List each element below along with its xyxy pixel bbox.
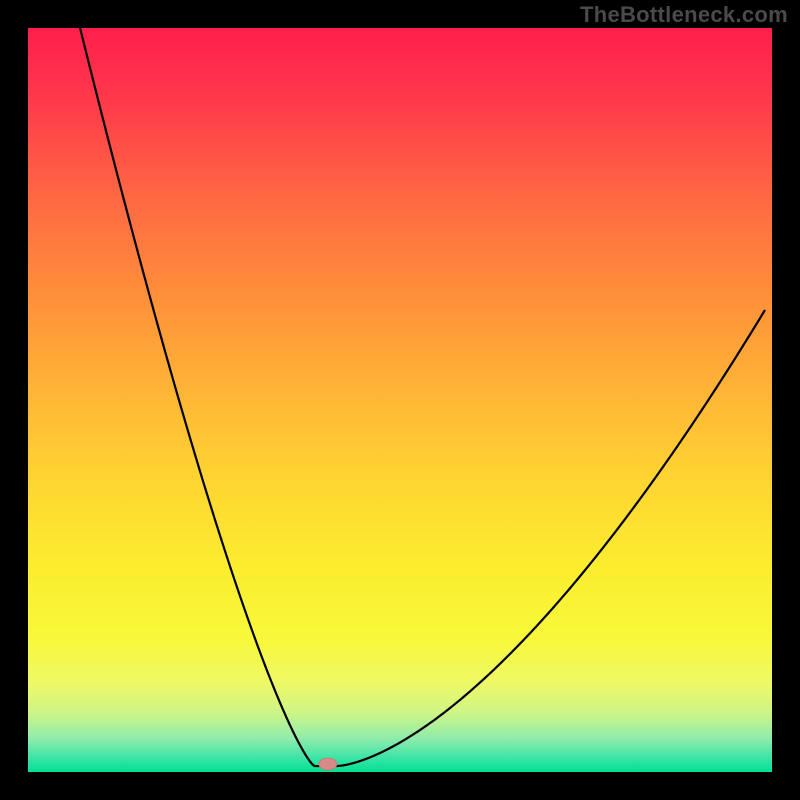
chart-svg [0, 0, 800, 800]
canvas: TheBottleneck.com [0, 0, 800, 800]
minimum-marker [319, 758, 337, 770]
plot-area [28, 28, 772, 772]
watermark-text: TheBottleneck.com [580, 2, 788, 28]
